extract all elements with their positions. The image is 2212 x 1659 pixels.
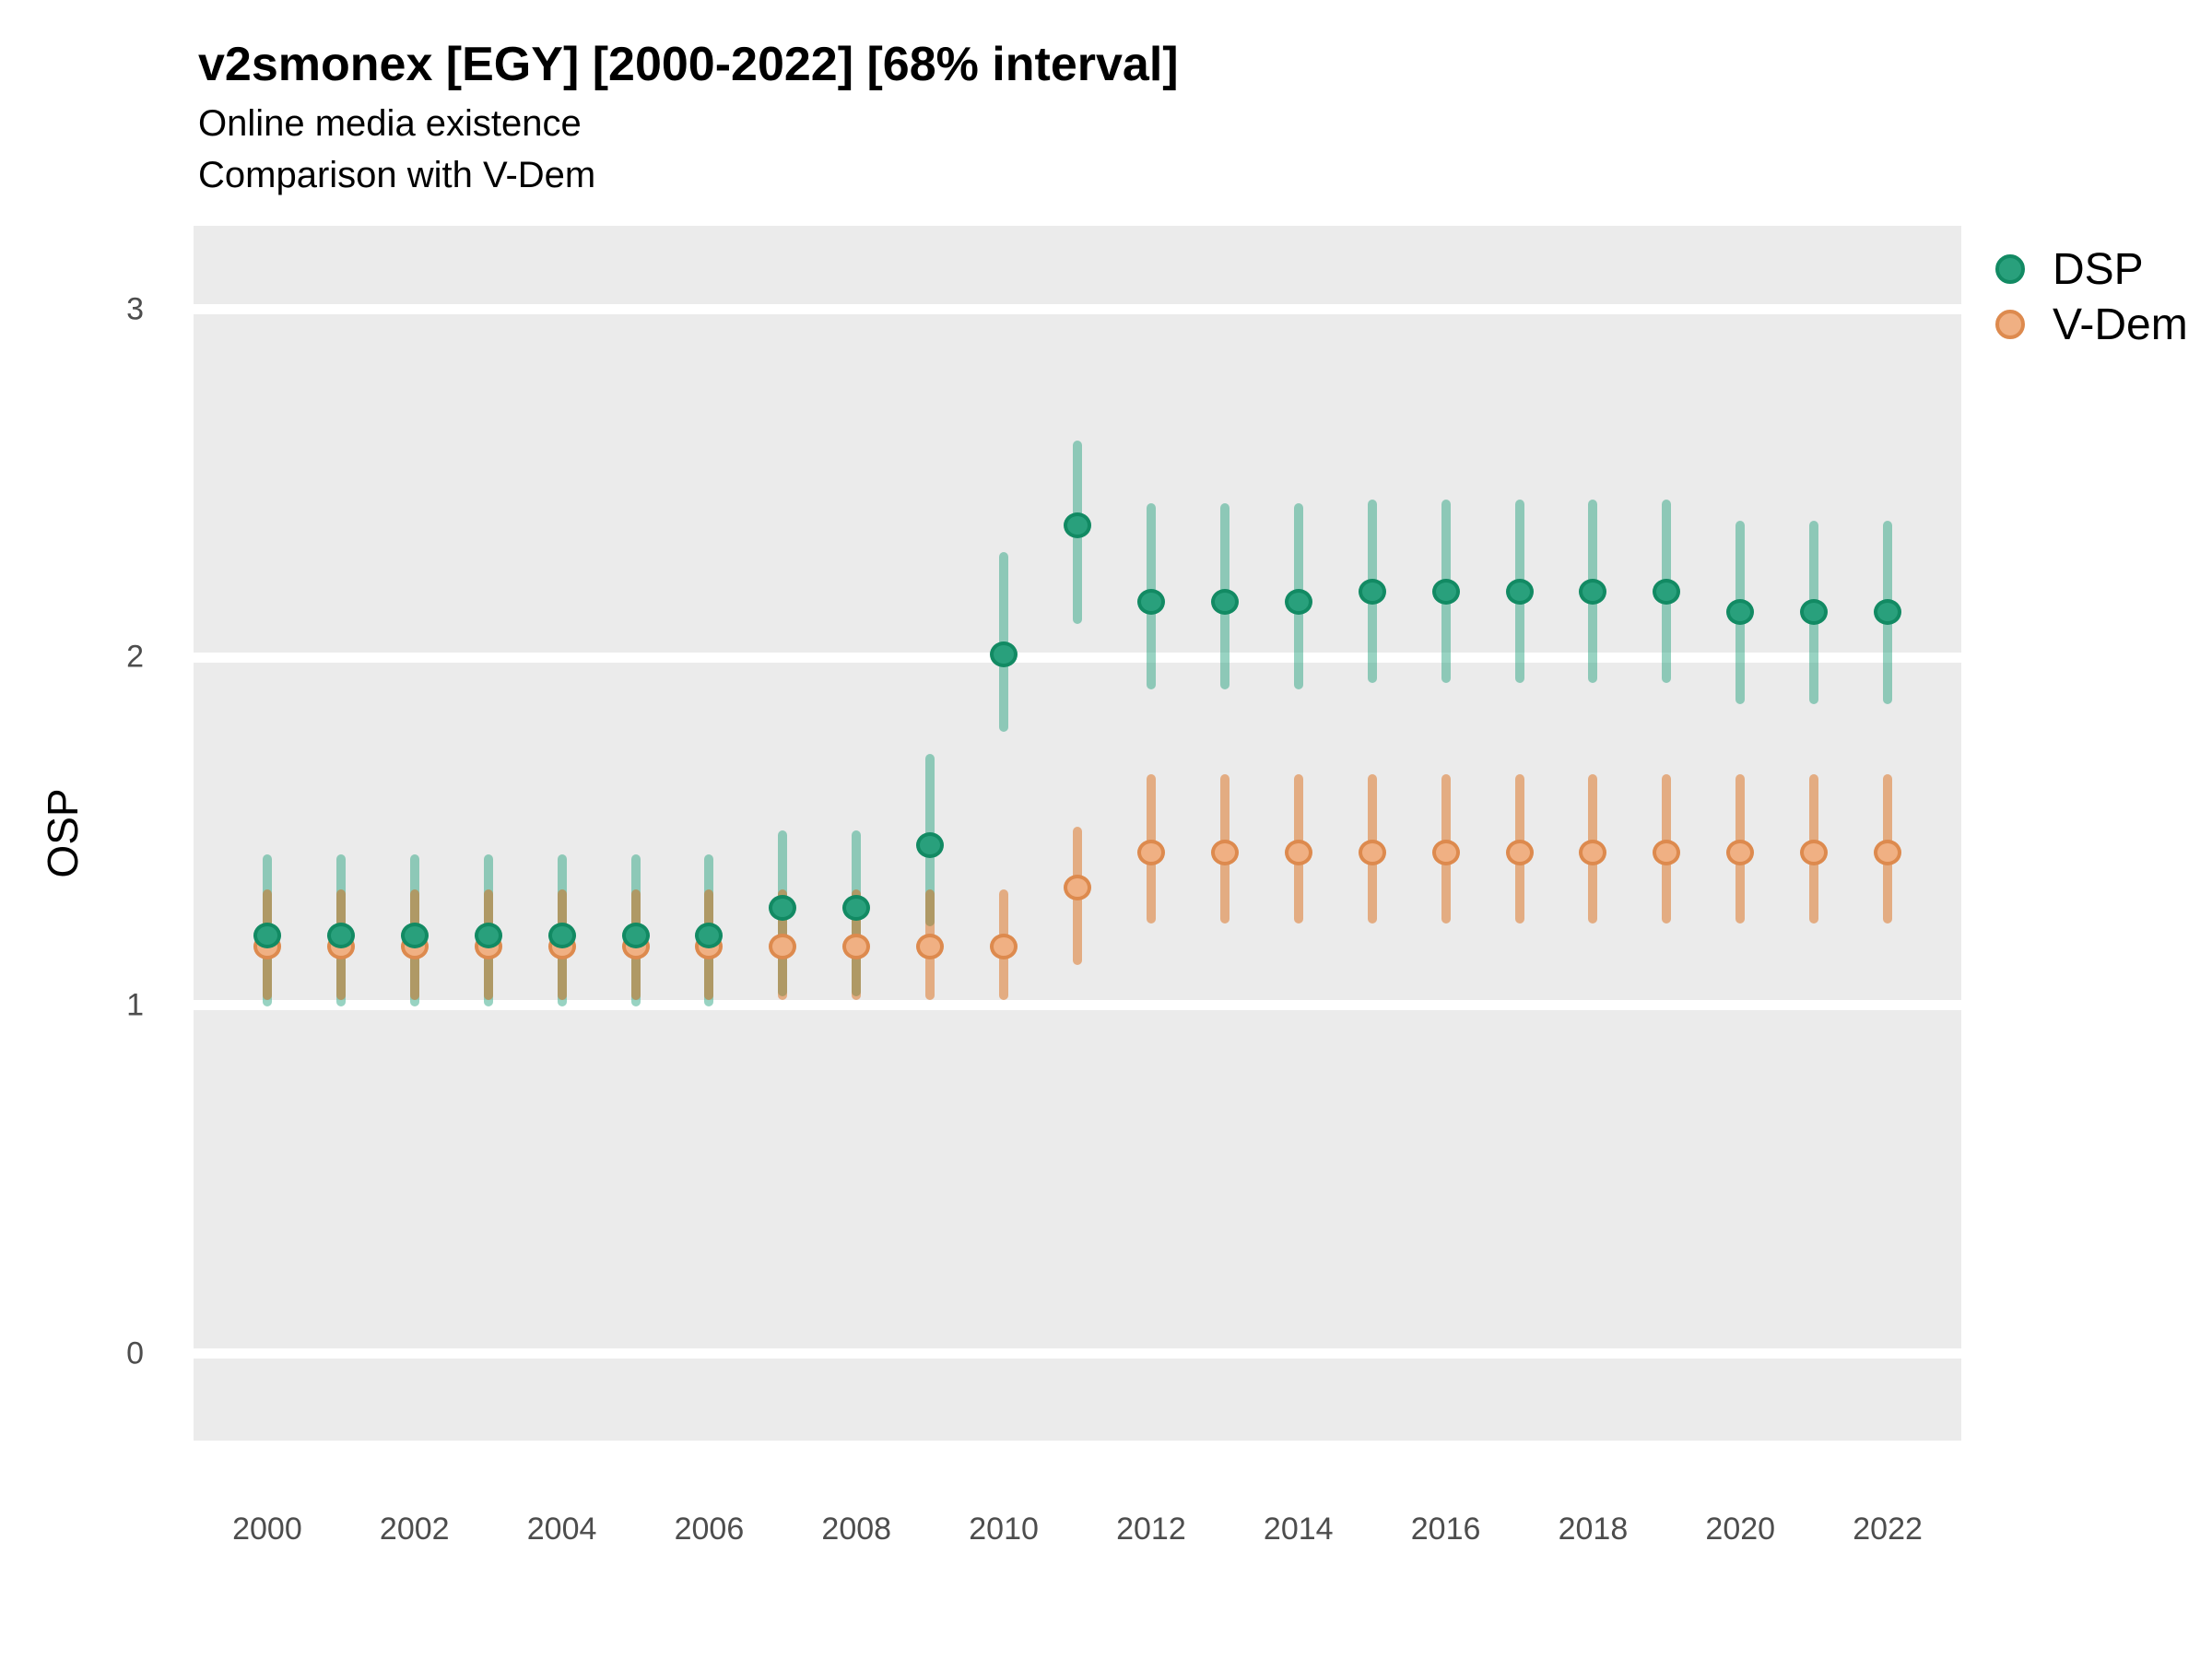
- x-tick-label-2010: 2010: [969, 1512, 1039, 1547]
- x-tick-label-2020: 2020: [1705, 1512, 1776, 1547]
- point-vdem-2008: [842, 933, 871, 959]
- point-dsp-2012: [1136, 588, 1165, 615]
- chart-subtitle-line2: Comparison with V-Dem: [198, 155, 596, 195]
- y-tick-label-2: 2: [126, 639, 144, 675]
- legend-label-dsp: DSP: [2053, 244, 2144, 294]
- point-vdem-2009: [916, 933, 945, 959]
- point-dsp-2003: [474, 923, 502, 949]
- point-vdem-2019: [1653, 839, 1681, 865]
- legend-item-dsp: DSP: [1982, 241, 2188, 297]
- legend: DSP V-Dem: [1982, 241, 2188, 352]
- x-tick-label-2018: 2018: [1558, 1512, 1629, 1547]
- point-vdem-2021: [1800, 839, 1829, 865]
- point-dsp-2002: [400, 923, 429, 949]
- point-dsp-2013: [1210, 588, 1239, 615]
- vdem-point-icon: [1995, 310, 2025, 339]
- point-dsp-2006: [695, 923, 724, 949]
- x-tick-label-2016: 2016: [1410, 1512, 1481, 1547]
- x-tick-label-2006: 2006: [674, 1512, 745, 1547]
- point-dsp-2009: [916, 832, 945, 859]
- point-vdem-2018: [1579, 839, 1607, 865]
- x-tick-label-2000: 2000: [232, 1512, 302, 1547]
- point-dsp-2008: [842, 895, 871, 922]
- point-dsp-2022: [1874, 599, 1902, 626]
- x-tick-label-2002: 2002: [379, 1512, 450, 1547]
- gridline-y-2: [194, 652, 1961, 663]
- point-dsp-2018: [1579, 578, 1607, 605]
- x-tick-label-2014: 2014: [1263, 1512, 1334, 1547]
- point-dsp-2010: [990, 641, 1018, 667]
- gridline-y-1: [194, 1000, 1961, 1011]
- y-tick-label-1: 1: [126, 987, 144, 1023]
- point-vdem-2020: [1726, 839, 1755, 865]
- chart-subtitle-line1: Online media existence: [198, 103, 582, 144]
- point-dsp-2014: [1284, 588, 1312, 615]
- point-dsp-2007: [769, 895, 797, 922]
- point-dsp-2017: [1505, 578, 1534, 605]
- point-dsp-2011: [1064, 512, 1091, 538]
- gridline-y-0: [194, 1348, 1961, 1359]
- point-vdem-2007: [769, 933, 797, 959]
- point-dsp-2019: [1653, 578, 1681, 605]
- legend-item-vdem: V-Dem: [1982, 297, 2188, 352]
- point-vdem-2014: [1284, 839, 1312, 865]
- point-vdem-2017: [1505, 839, 1534, 865]
- y-axis-title: OSP: [39, 788, 87, 878]
- x-tick-label-2004: 2004: [526, 1512, 597, 1547]
- point-dsp-2000: [253, 923, 281, 949]
- chart-title: v2smonex [EGY] [2000-2022] [68% interval…: [198, 38, 1179, 91]
- point-dsp-2016: [1431, 578, 1460, 605]
- point-dsp-2015: [1358, 578, 1386, 605]
- point-vdem-2013: [1210, 839, 1239, 865]
- plot-panel: [194, 226, 1961, 1441]
- point-vdem-2022: [1874, 839, 1902, 865]
- x-tick-label-2022: 2022: [1853, 1512, 1923, 1547]
- point-dsp-2021: [1800, 599, 1829, 626]
- point-vdem-2015: [1358, 839, 1386, 865]
- x-tick-label-2012: 2012: [1116, 1512, 1186, 1547]
- x-tick-label-2008: 2008: [821, 1512, 892, 1547]
- point-vdem-2012: [1136, 839, 1165, 865]
- y-tick-label-0: 0: [126, 1335, 144, 1371]
- point-dsp-2020: [1726, 599, 1755, 626]
- y-tick-label-3: 3: [126, 291, 144, 327]
- point-dsp-2005: [621, 923, 650, 949]
- point-vdem-2011: [1064, 874, 1091, 900]
- point-vdem-2010: [990, 933, 1018, 959]
- point-dsp-2004: [547, 923, 576, 949]
- gridline-y-3: [194, 304, 1961, 315]
- point-vdem-2016: [1431, 839, 1460, 865]
- point-dsp-2001: [326, 923, 355, 949]
- legend-label-vdem: V-Dem: [2053, 300, 2188, 349]
- dsp-point-icon: [1995, 254, 2025, 284]
